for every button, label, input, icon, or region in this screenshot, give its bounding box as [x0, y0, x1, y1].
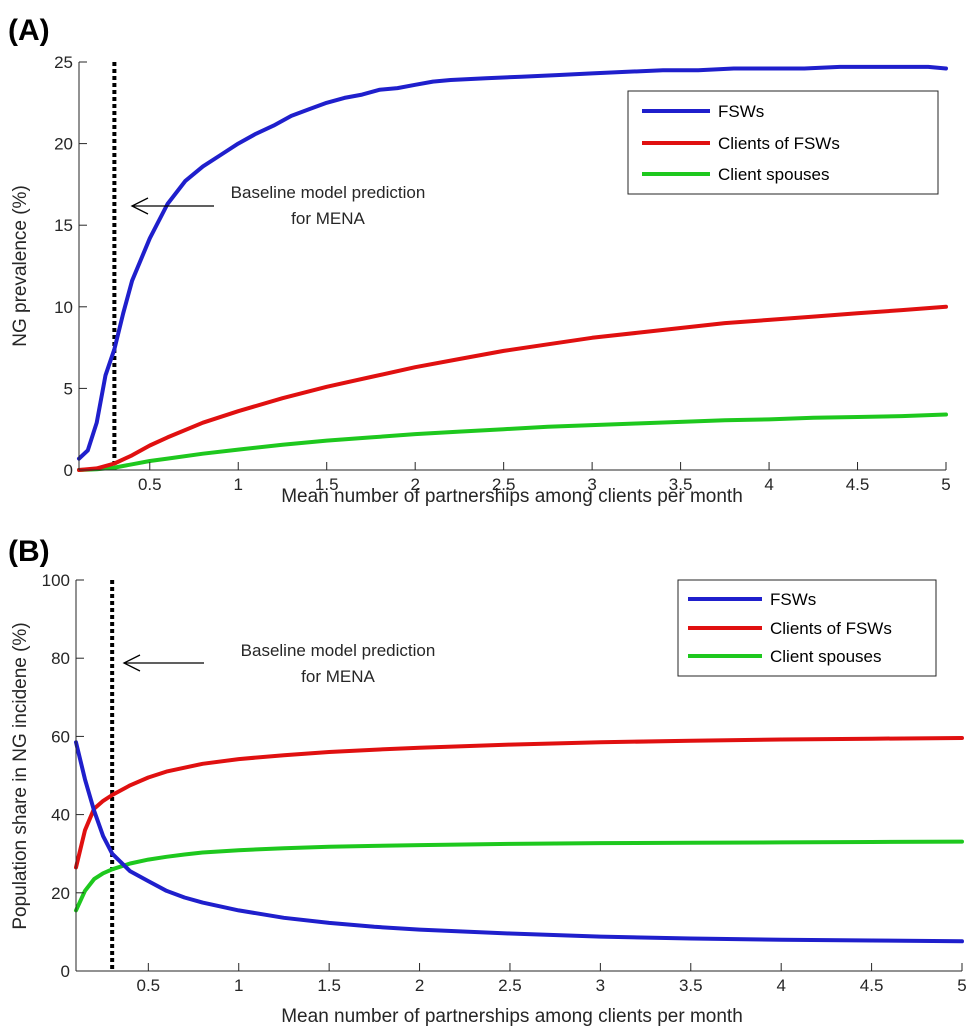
panel-a-x-tick-label: 1 — [234, 475, 243, 494]
panel-b-series-fsws — [74, 740, 964, 944]
panel-b-annotation-arrowhead — [122, 654, 141, 672]
panel-a-annotation-line-2: for MENA — [291, 209, 365, 228]
panel-b-annotation-line-1: Baseline model prediction — [241, 641, 436, 660]
panel-a-x-tick-label: 4.5 — [846, 475, 870, 494]
panel-b: (B) 0.5 1 1.5 2 2.5 3 3.5 4 4.5 5 0 20 40 60 80 100 Me… — [8, 535, 966, 1027]
panel-a-x-tick-label: 3 — [587, 475, 596, 494]
panel-b-y-ticks: 0 20 40 60 80 100 — [42, 571, 84, 981]
panel-a-annotation: Baseline model prediction for MENA — [130, 183, 426, 228]
panel-b-x-tick-label: 4 — [776, 976, 785, 995]
panel-b-x-tick-label: 1 — [234, 976, 243, 995]
panel-a-series-client-spouses — [77, 412, 948, 472]
panel-b-series-client-spouses — [74, 839, 964, 913]
panel-a-x-tick-label: 2 — [410, 475, 419, 494]
panel-b-legend-label-fsws: FSWs — [770, 590, 816, 609]
panel-a-x-axis-label: Mean number of partnerships among client… — [281, 486, 743, 507]
panel-b-x-tick-label: 3 — [596, 976, 605, 995]
panel-a-x-tick-label: 5 — [941, 475, 950, 494]
panel-b-x-tick-label: 3.5 — [679, 976, 703, 995]
panel-b-legend-label-spouses: Client spouses — [770, 647, 882, 666]
panel-b-y-tick-label: 60 — [51, 727, 70, 746]
panel-b-annotation: Baseline model prediction for MENA — [122, 641, 436, 686]
panel-b-legend-label-clients: Clients of FSWs — [770, 619, 892, 638]
panel-a: (A) 0.5 1 1.5 2 2.5 3 3.5 4 4.5 5 0 5 10 15 20 25 Mean… — [8, 14, 951, 507]
panel-a-x-tick-label: 1.5 — [315, 475, 339, 494]
panel-a-legend-label-fsws: FSWs — [718, 102, 764, 121]
panel-a-y-tick-label: 15 — [54, 216, 73, 235]
panel-b-y-tick-label: 80 — [51, 649, 70, 668]
panel-a-y-tick-label: 0 — [64, 461, 73, 480]
panel-a-annotation-arrowhead — [130, 197, 149, 215]
panel-b-y-tick-label: 100 — [42, 571, 70, 590]
panel-a-annotation-line-1: Baseline model prediction — [231, 183, 426, 202]
panel-a-label: (A) — [8, 14, 50, 47]
panel-a-y-tick-label: 25 — [54, 53, 73, 72]
panel-a-x-tick-label: 2.5 — [492, 475, 516, 494]
panel-b-plot-area — [74, 580, 964, 971]
panel-a-axes — [78, 62, 946, 471]
panel-a-legend: FSWs Clients of FSWs Client spouses — [627, 90, 939, 195]
panel-b-x-tick-label: 2 — [415, 976, 424, 995]
panel-a-legend-label-spouses: Client spouses — [718, 165, 830, 184]
panel-b-series-clients-of-fsws — [74, 736, 964, 870]
panel-b-x-ticks: 0.5 1 1.5 2 2.5 3 3.5 4 4.5 5 — [137, 963, 966, 995]
panel-b-x-axis-label: Mean number of partnerships among client… — [281, 1006, 743, 1027]
panel-b-y-tick-label: 0 — [61, 962, 70, 981]
panel-b-y-axis-label: Population share in NG incidene (%) — [10, 622, 31, 929]
panel-a-x-tick-label: 4 — [764, 475, 773, 494]
panel-b-label: (B) — [8, 535, 50, 568]
panel-a-y-ticks: 0 5 10 15 20 25 — [54, 53, 87, 480]
panel-a-x-tick-label: 3.5 — [669, 475, 693, 494]
panel-a-y-axis-label: NG prevalence (%) — [10, 185, 31, 347]
panel-a-y-tick-label: 10 — [54, 298, 73, 317]
panel-b-axes — [75, 580, 962, 972]
panel-b-legend: FSWs Clients of FSWs Client spouses — [677, 579, 937, 677]
panel-b-annotation-line-2: for MENA — [301, 667, 375, 686]
panel-b-x-tick-label: 5 — [957, 976, 966, 995]
panel-b-x-tick-label: 2.5 — [498, 976, 522, 995]
panel-a-legend-label-clients: Clients of FSWs — [718, 134, 840, 153]
panel-a-plot-area — [77, 62, 948, 472]
panel-a-x-ticks: 0.5 1 1.5 2 2.5 3 3.5 4 4.5 5 — [138, 462, 951, 494]
panel-a-series-clients-of-fsws — [77, 304, 948, 472]
panel-b-x-tick-label: 1.5 — [317, 976, 341, 995]
panel-b-x-tick-label: 0.5 — [137, 976, 161, 995]
panel-a-x-tick-label: 0.5 — [138, 475, 162, 494]
panel-a-series-fsws — [77, 64, 948, 461]
panel-b-x-tick-label: 4.5 — [860, 976, 884, 995]
panel-b-y-tick-label: 20 — [51, 884, 70, 903]
panel-b-y-tick-label: 40 — [51, 806, 70, 825]
panel-a-y-tick-label: 20 — [54, 135, 73, 154]
panel-a-y-tick-label: 5 — [64, 379, 73, 398]
